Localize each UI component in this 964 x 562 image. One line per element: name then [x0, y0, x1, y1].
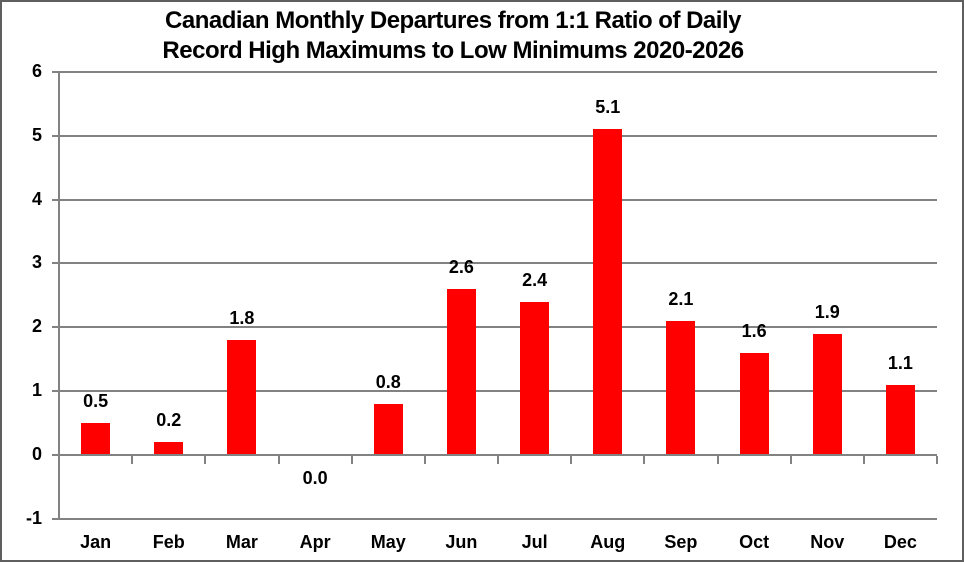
x-axis-label: Feb [152, 532, 185, 552]
bar [520, 301, 550, 455]
x-axis-label: Aug [590, 532, 626, 552]
axis-tick [936, 456, 938, 464]
x-axis-label: Apr [299, 532, 331, 552]
bar [373, 403, 403, 455]
bar-value-label: 1.8 [229, 308, 255, 329]
chart-title: Canadian Monthly Departures from 1:1 Rat… [2, 6, 935, 66]
axis-tick [423, 456, 426, 464]
x-axis-label: Jul [521, 532, 548, 552]
gridline [52, 70, 937, 73]
x-axis-label: Jun [445, 532, 478, 552]
bar [593, 129, 623, 455]
bar [446, 288, 476, 455]
bar-value-label: 0.0 [302, 468, 328, 488]
bar [885, 384, 915, 455]
gridline [52, 262, 937, 265]
x-axis-label: Sep [664, 532, 698, 552]
bar-value-label: 1.6 [741, 320, 767, 341]
y-axis-label: 6 [31, 60, 42, 81]
bar [227, 340, 257, 455]
axis-tick [131, 456, 134, 464]
bar-value-label: 0.8 [375, 371, 401, 392]
x-axis-label: Dec [883, 532, 917, 552]
bar-value-label: 2.4 [522, 269, 548, 290]
axis-tick [277, 456, 280, 464]
y-axis-label: 0 [31, 444, 42, 464]
bar [666, 320, 696, 455]
x-axis-label: May [370, 532, 406, 552]
x-axis-label: Nov [810, 532, 845, 552]
x-axis-line [52, 454, 937, 456]
gridline [52, 517, 937, 520]
y-axis-label: 3 [31, 252, 42, 273]
axis-tick [58, 456, 60, 464]
bar-value-label: 1.9 [814, 301, 840, 322]
axis-tick [350, 456, 353, 464]
axis-tick [716, 456, 719, 464]
x-axis-label: Jan [80, 532, 112, 552]
bar-value-label: 5.1 [595, 97, 621, 118]
axis-tick [862, 456, 865, 464]
bar-value-label: 2.1 [668, 288, 694, 309]
y-axis-label: -1 [25, 507, 42, 528]
bar [81, 423, 111, 455]
axis-tick [497, 456, 499, 464]
gridline [52, 390, 937, 393]
axis-tick [789, 456, 792, 464]
y-axis-line [58, 71, 60, 520]
x-axis-label: Mar [225, 532, 258, 552]
y-axis-label: 4 [31, 188, 42, 209]
chart-title-line2: Record High Maximums to Low Minimums 202… [162, 37, 744, 64]
chart-title-line1: Canadian Monthly Departures from 1:1 Rat… [165, 7, 741, 34]
y-axis-label: 1 [31, 380, 42, 401]
axis-tick [204, 456, 207, 464]
bar-value-label: 1.1 [887, 352, 913, 373]
bar [812, 333, 842, 455]
bar-value-label: 2.6 [448, 256, 474, 277]
gridline [52, 326, 937, 329]
bar-value-label: 0.5 [83, 391, 109, 412]
gridline [52, 134, 937, 137]
y-axis-label: 2 [31, 316, 42, 337]
bar [154, 442, 184, 455]
y-axis-label: 5 [31, 124, 42, 145]
bar-value-label: 0.2 [156, 410, 182, 431]
axis-tick [643, 456, 646, 464]
x-axis-label: Oct [739, 532, 770, 552]
gridline [52, 198, 937, 201]
bar [739, 352, 769, 455]
axis-tick [570, 456, 573, 464]
